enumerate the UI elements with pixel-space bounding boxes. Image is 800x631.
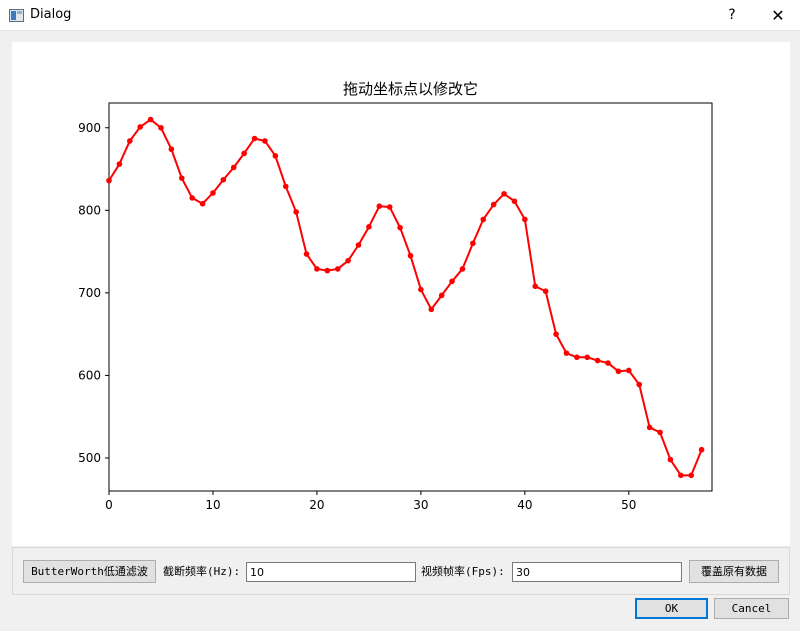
data-point[interactable] xyxy=(282,183,289,190)
data-point[interactable] xyxy=(501,191,507,197)
butterworth-filter-button[interactable]: ButterWorth低通滤波 xyxy=(23,560,156,583)
data-point[interactable] xyxy=(178,175,185,181)
data-point[interactable] xyxy=(678,472,684,479)
data-point[interactable] xyxy=(324,267,331,274)
x-tick-label: 0 xyxy=(105,498,113,512)
series-line xyxy=(108,118,703,477)
data-point[interactable] xyxy=(126,138,133,144)
data-point[interactable] xyxy=(220,176,227,183)
data-point[interactable] xyxy=(657,429,663,436)
data-point[interactable] xyxy=(386,204,393,210)
y-tick-label: 600 xyxy=(78,368,101,382)
data-point[interactable] xyxy=(251,135,258,142)
help-button[interactable]: ? xyxy=(728,7,736,23)
title-bar: Dialog ? ✕ xyxy=(0,0,800,31)
data-point[interactable] xyxy=(230,164,237,171)
filter-control-panel: ButterWorth低通滤波 截断频率(Hz): 视频帧率(Fps): 覆盖原… xyxy=(12,547,790,595)
overwrite-data-button[interactable]: 覆盖原有数据 xyxy=(689,560,779,583)
data-point[interactable] xyxy=(345,257,351,264)
data-point[interactable] xyxy=(584,354,591,361)
data-point[interactable] xyxy=(210,190,216,196)
data-point[interactable] xyxy=(542,288,549,295)
data-point[interactable] xyxy=(698,446,705,453)
cutoff-frequency-input[interactable] xyxy=(246,562,416,582)
data-point[interactable] xyxy=(428,306,435,313)
y-tick-label: 500 xyxy=(78,451,101,465)
ok-button[interactable]: OK xyxy=(635,598,708,619)
data-point[interactable] xyxy=(615,368,622,375)
data-point[interactable] xyxy=(262,138,268,144)
y-tick-label: 700 xyxy=(78,286,101,300)
data-point[interactable] xyxy=(418,286,424,293)
x-tick-label: 20 xyxy=(309,498,324,512)
data-point[interactable] xyxy=(189,195,195,201)
y-tick-label: 800 xyxy=(78,203,101,217)
cancel-button[interactable]: Cancel xyxy=(714,598,789,619)
data-point[interactable] xyxy=(147,116,154,123)
data-point[interactable] xyxy=(303,251,310,257)
close-button[interactable]: ✕ xyxy=(771,6,785,25)
data-point[interactable] xyxy=(116,161,123,167)
data-point[interactable] xyxy=(137,124,143,130)
data-point[interactable] xyxy=(438,292,445,299)
data-point[interactable] xyxy=(366,224,372,230)
x-tick-label: 30 xyxy=(413,498,428,512)
data-point[interactable] xyxy=(168,146,175,153)
data-point[interactable] xyxy=(594,357,601,364)
data-point[interactable] xyxy=(563,350,570,356)
plot-frame xyxy=(108,102,713,492)
data-point[interactable] xyxy=(470,240,476,247)
x-tick-label: 40 xyxy=(517,498,532,512)
data-point[interactable] xyxy=(376,203,383,209)
data-point[interactable] xyxy=(407,252,414,259)
data-point[interactable] xyxy=(355,242,362,248)
data-point[interactable] xyxy=(397,224,403,231)
data-point[interactable] xyxy=(626,367,632,374)
data-point[interactable] xyxy=(480,216,487,223)
app-icon xyxy=(9,9,24,22)
data-point[interactable] xyxy=(522,216,528,223)
data-point[interactable] xyxy=(334,266,341,272)
data-point[interactable] xyxy=(106,177,112,184)
x-tick-label: 10 xyxy=(205,498,220,512)
data-point[interactable] xyxy=(688,472,695,479)
data-point[interactable] xyxy=(646,424,653,431)
data-point[interactable] xyxy=(272,153,279,159)
data-point[interactable] xyxy=(532,283,539,290)
data-point[interactable] xyxy=(553,331,559,337)
data-point[interactable] xyxy=(293,209,299,215)
window-title: Dialog xyxy=(30,7,72,22)
data-point[interactable] xyxy=(459,266,466,272)
data-point[interactable] xyxy=(314,266,320,272)
data-point[interactable] xyxy=(490,201,497,208)
data-point[interactable] xyxy=(605,360,611,366)
data-point[interactable] xyxy=(511,198,518,205)
data-point[interactable] xyxy=(158,124,164,131)
line-chart[interactable]: 拖动坐标点以修改它 0 10 20 30 40 50 500 600 700 800 900 xyxy=(12,42,790,546)
video-fps-input[interactable] xyxy=(512,562,682,582)
chart-title: 拖动坐标点以修改它 xyxy=(343,80,478,98)
data-point[interactable] xyxy=(241,150,247,157)
data-point[interactable] xyxy=(449,278,455,285)
video-fps-label: 视频帧率(Fps): xyxy=(421,565,505,578)
x-tick-label: 50 xyxy=(621,498,636,512)
data-point[interactable] xyxy=(636,381,643,388)
data-point[interactable] xyxy=(667,456,674,463)
data-point[interactable] xyxy=(199,200,206,207)
data-point[interactable] xyxy=(574,354,580,361)
plot-panel: 拖动坐标点以修改它 0 10 20 30 40 50 500 600 700 800 900 xyxy=(12,42,790,546)
cutoff-frequency-label: 截断频率(Hz): xyxy=(163,565,241,578)
y-tick-label: 900 xyxy=(78,121,101,135)
